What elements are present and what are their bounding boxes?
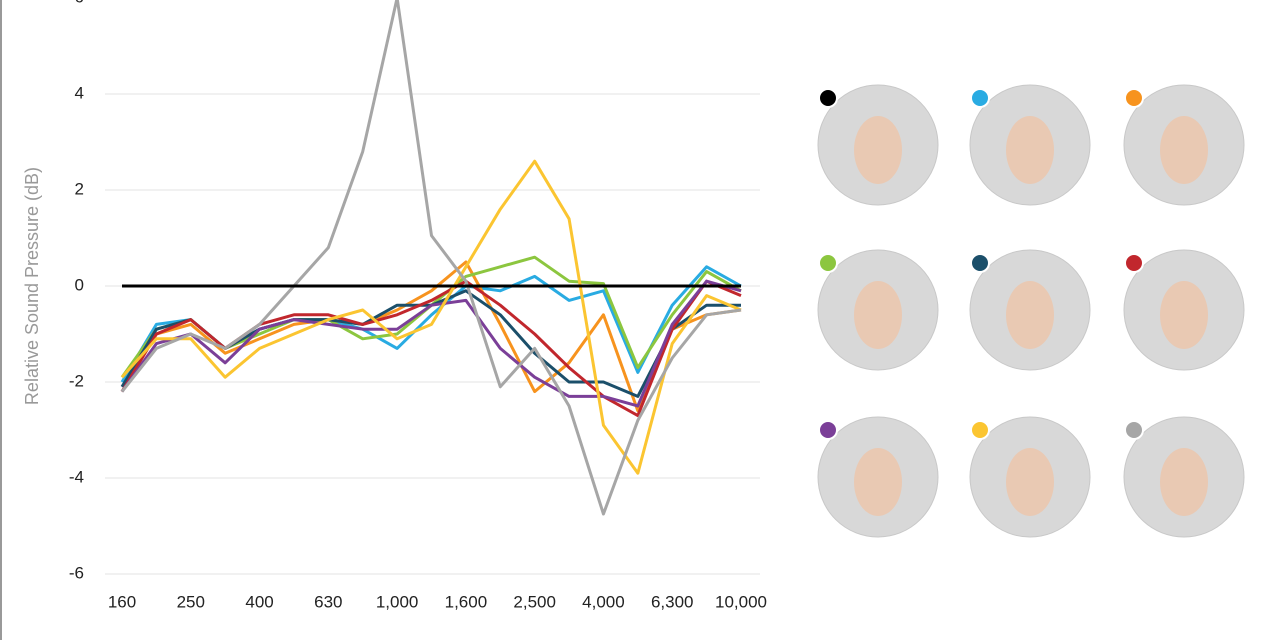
- y-tick-label: -4: [69, 467, 84, 486]
- y-tick-label: 0: [75, 275, 84, 294]
- legend-photo-face: [1160, 448, 1208, 516]
- legend-photo-face: [1160, 116, 1208, 184]
- x-tick-label: 6,300: [651, 592, 694, 611]
- x-tick-label: 400: [245, 592, 273, 611]
- y-tick-label: -2: [69, 371, 84, 390]
- y-axis-label: Relative Sound Pressure (dB): [22, 167, 42, 405]
- series-line: [120, 279, 742, 408]
- x-tick-label: 1,000: [376, 592, 419, 611]
- series-line: [120, 159, 742, 475]
- y-tick-label: 2: [75, 179, 84, 198]
- y-tick-label: 4: [75, 83, 84, 102]
- legend-swatch: [818, 253, 838, 273]
- y-tick-label: -6: [69, 563, 84, 582]
- legend-photo-face: [854, 448, 902, 516]
- x-tick-label: 4,000: [582, 592, 625, 611]
- legend-swatch: [1124, 253, 1144, 273]
- legend-photo-face: [1006, 281, 1054, 349]
- series-line: [120, 260, 742, 413]
- series-line: [120, 0, 742, 516]
- legend-swatch: [970, 253, 990, 273]
- legend-photo-face: [854, 281, 902, 349]
- x-tick-label: 630: [314, 592, 342, 611]
- legend-swatch: [818, 420, 838, 440]
- y-tick-label: 6: [75, 0, 84, 6]
- legend-photo-face: [1006, 448, 1054, 516]
- x-tick-label: 2,500: [513, 592, 556, 611]
- x-tick-label: 10,000: [715, 592, 767, 611]
- x-tick-label: 160: [108, 592, 136, 611]
- legend-swatch: [1124, 88, 1144, 108]
- legend-swatch: [1124, 420, 1144, 440]
- legend-photo-face: [854, 116, 902, 184]
- legend-swatch: [818, 88, 838, 108]
- legend-photo-face: [1160, 281, 1208, 349]
- legend-swatch: [970, 420, 990, 440]
- legend-photo-face: [1006, 116, 1054, 184]
- x-tick-label: 250: [177, 592, 205, 611]
- x-tick-label: 1,600: [445, 592, 488, 611]
- legend-swatch: [970, 88, 990, 108]
